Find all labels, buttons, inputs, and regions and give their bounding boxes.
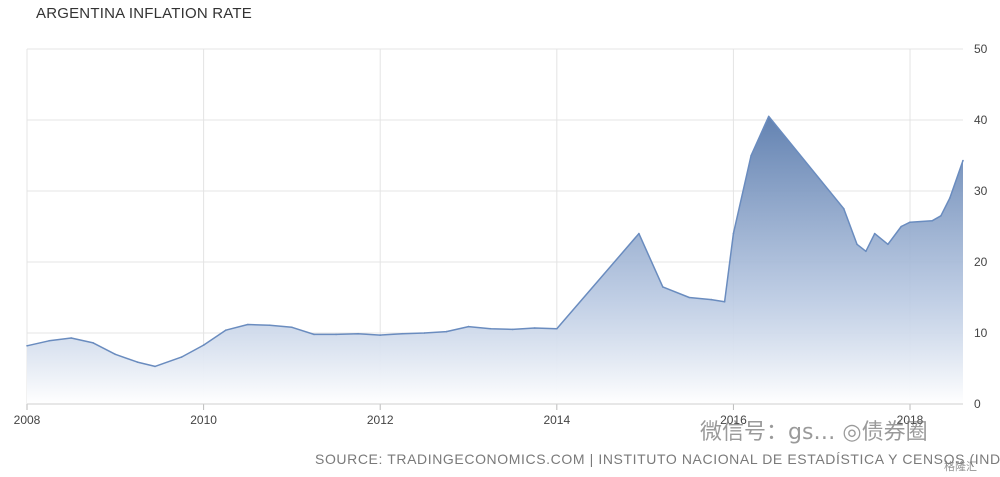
data-point (335, 333, 337, 336)
data-point (379, 334, 382, 336)
y-tick-label: 40 (974, 113, 988, 127)
data-point (556, 327, 558, 330)
x-tick-label: 2010 (190, 413, 217, 427)
data-point (900, 225, 902, 228)
data-point (48, 340, 50, 342)
x-tick-label: 2018 (897, 413, 924, 427)
data-point (732, 232, 735, 235)
source-note: SOURCE: TRADINGECONOMICS.COM | INSTITUTO… (315, 451, 1000, 467)
x-tick-label: 2012 (367, 413, 394, 427)
y-tick-label: 0 (974, 397, 981, 411)
data-point (940, 215, 942, 217)
data-point (114, 353, 117, 356)
data-point (291, 326, 293, 329)
data-point (445, 330, 448, 333)
data-point (247, 323, 249, 326)
y-tick-label: 20 (974, 255, 988, 269)
data-point (533, 327, 536, 329)
y-tick-label: 10 (974, 326, 988, 340)
data-point (154, 365, 156, 368)
y-tick-label: 30 (974, 184, 988, 198)
gelonghui-watermark: 格隆汇 (944, 460, 977, 473)
data-point (489, 327, 492, 330)
data-point (224, 329, 227, 332)
data-point (423, 332, 426, 334)
data-point (873, 232, 876, 235)
data-point (931, 220, 933, 222)
data-point (511, 328, 514, 331)
data-point (723, 301, 726, 303)
data-point (843, 207, 845, 210)
inflation-line (26, 115, 964, 368)
data-point (856, 243, 858, 246)
data-point (662, 286, 664, 288)
data-point (467, 325, 470, 328)
chart-title: ARGENTINA INFLATION RATE (36, 5, 252, 22)
data-point (202, 344, 205, 346)
data-point (865, 250, 867, 253)
data-point (750, 154, 752, 157)
axis-layer: 0 10 20 30 40 50 2008 2010 2012 2014 2016 2018 (14, 42, 988, 427)
data-point (909, 221, 911, 223)
data-point (710, 298, 713, 301)
area-layer (26, 115, 964, 405)
y-tick-label: 50 (974, 42, 988, 56)
data-point (767, 115, 770, 118)
data-point (887, 243, 889, 246)
data-point (269, 324, 271, 327)
data-point (962, 159, 964, 162)
data-point (136, 361, 139, 363)
x-tick-label: 2008 (14, 413, 41, 427)
data-point (92, 342, 94, 344)
data-point (180, 356, 183, 358)
data-point (949, 197, 951, 199)
data-point (313, 333, 315, 336)
data-point (70, 337, 72, 339)
inflation-area-fill (27, 116, 963, 405)
x-tick-label: 2014 (543, 413, 570, 427)
data-point (357, 332, 359, 335)
data-point (638, 232, 640, 235)
data-point (401, 332, 404, 335)
data-point (26, 345, 28, 347)
wechat-watermark: 微信号：gs… ◎债券圈 (700, 420, 928, 445)
data-point (688, 296, 691, 299)
x-tick-label: 2016 (720, 413, 747, 427)
